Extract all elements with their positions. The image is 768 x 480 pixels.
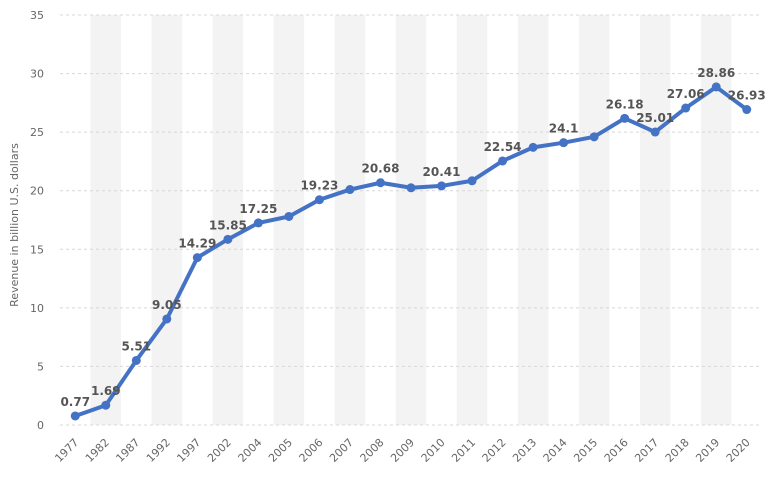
data-point[interactable]	[742, 105, 752, 115]
data-point[interactable]	[620, 113, 630, 123]
background-band	[578, 15, 610, 425]
data-label: 0.77	[60, 395, 90, 409]
data-point[interactable]	[101, 400, 111, 410]
x-tick-label: 1982	[83, 436, 112, 465]
x-tick-label: 2020	[724, 436, 753, 465]
data-label: 20.68	[361, 162, 399, 176]
background-band	[151, 15, 183, 425]
data-label: 20.41	[423, 165, 461, 179]
data-point[interactable]	[70, 411, 80, 421]
data-label: 25.01	[636, 111, 674, 125]
x-tick-label: 2017	[632, 436, 661, 465]
data-point[interactable]	[375, 178, 385, 188]
data-point[interactable]	[223, 234, 233, 244]
y-tick-label: 15	[30, 243, 44, 256]
data-point[interactable]	[467, 176, 477, 186]
x-tick-label: 2005	[266, 436, 295, 465]
data-point[interactable]	[253, 218, 263, 228]
data-label: 5.51	[121, 339, 151, 353]
background-band	[456, 15, 488, 425]
y-tick-label: 30	[30, 68, 44, 81]
x-tick-label: 2004	[236, 436, 265, 465]
data-point[interactable]	[528, 142, 538, 152]
data-point[interactable]	[192, 253, 202, 263]
data-point[interactable]	[345, 185, 355, 195]
data-point[interactable]	[589, 132, 599, 142]
y-axis-label: Revenue in billion U.S. dollars	[8, 143, 21, 307]
background-band	[90, 15, 122, 425]
x-tick-label: 2007	[327, 436, 356, 465]
data-point[interactable]	[559, 138, 569, 148]
y-tick-label: 35	[30, 9, 44, 22]
data-label: 22.54	[484, 140, 522, 154]
x-axis-ticks: 1977 1982 1987 1992 1997 2002 2004 2005 2006 2007…	[52, 436, 752, 465]
data-point[interactable]	[437, 181, 447, 191]
x-tick-label: 1977	[52, 436, 81, 465]
data-point[interactable]	[314, 195, 324, 205]
data-point[interactable]	[711, 82, 721, 92]
y-tick-label: 0	[37, 419, 44, 432]
y-tick-label: 10	[30, 302, 44, 315]
data-point[interactable]	[650, 127, 660, 137]
data-point[interactable]	[406, 183, 416, 193]
x-tick-label: 1987	[113, 436, 142, 465]
x-tick-label: 2019	[693, 436, 722, 465]
background-band	[212, 15, 244, 425]
background-bands	[90, 15, 732, 425]
data-label: 9.05	[152, 298, 182, 312]
data-point[interactable]	[284, 211, 294, 221]
x-tick-label: 2002	[205, 436, 234, 465]
x-tick-label: 2006	[297, 436, 326, 465]
x-tick-label: 2013	[510, 436, 539, 465]
x-tick-label: 2011	[449, 436, 478, 465]
x-tick-label: 1992	[144, 436, 173, 465]
x-tick-label: 2009	[388, 436, 417, 465]
y-tick-label: 20	[30, 185, 44, 198]
data-label: 19.23	[300, 179, 338, 193]
data-label: 14.29	[178, 237, 216, 251]
background-band	[639, 15, 671, 425]
background-band	[334, 15, 366, 425]
data-label: 28.86	[697, 66, 735, 80]
x-tick-label: 2015	[571, 436, 600, 465]
data-labels: 0.771.69 5.51 9.05 14.29 15.85 17.25 19.23 20.6…	[60, 66, 765, 409]
data-label: 26.93	[728, 89, 766, 103]
data-label: 15.85	[209, 218, 247, 232]
data-point[interactable]	[131, 355, 141, 365]
x-tick-label: 2010	[419, 436, 448, 465]
data-label: 27.06	[667, 87, 705, 101]
x-tick-label: 2018	[663, 436, 692, 465]
data-point[interactable]	[162, 314, 172, 324]
x-tick-label: 2014	[541, 436, 570, 465]
data-point[interactable]	[498, 156, 508, 166]
data-label: 24.1	[549, 122, 579, 136]
x-tick-label: 2008	[358, 436, 387, 465]
data-label: 1.69	[91, 384, 121, 398]
x-tick-label: 2016	[602, 436, 631, 465]
x-tick-label: 2012	[480, 436, 509, 465]
x-tick-label: 1997	[174, 436, 203, 465]
data-point[interactable]	[681, 103, 691, 113]
data-label: 17.25	[239, 202, 277, 216]
data-label: 26.18	[606, 97, 644, 111]
background-band	[517, 15, 549, 425]
y-tick-label: 5	[37, 360, 44, 373]
y-tick-label: 25	[30, 126, 44, 139]
y-axis-ticks: 0 5 10 15 20 25 30 35	[30, 9, 44, 432]
background-band	[395, 15, 427, 425]
series-group	[70, 82, 752, 421]
